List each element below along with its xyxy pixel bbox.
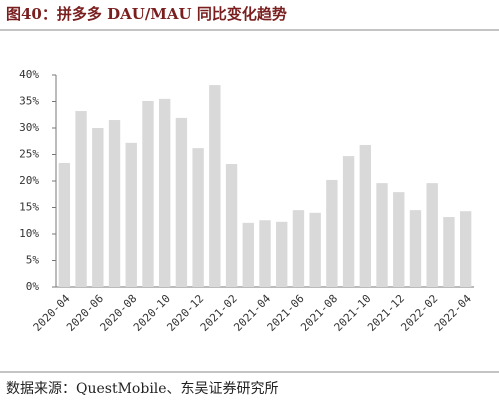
y-tick-label: 25% <box>19 148 39 161</box>
bar <box>426 183 438 287</box>
source-note: 数据来源：QuestMobile、东吴证券研究所 <box>6 381 279 397</box>
y-tick-label: 40% <box>19 68 39 81</box>
y-tick-label: 30% <box>19 121 39 134</box>
bar <box>192 148 204 287</box>
bar <box>242 222 254 287</box>
bar <box>92 128 104 287</box>
y-tick-label: 0% <box>26 280 40 293</box>
bar <box>359 144 372 287</box>
bar <box>75 111 87 287</box>
bar <box>108 120 121 287</box>
bar <box>342 156 355 287</box>
bar <box>175 117 188 288</box>
y-tick-label: 5% <box>26 254 40 267</box>
bar <box>409 210 422 287</box>
bar <box>58 162 71 287</box>
y-tick-label: 35% <box>19 95 39 108</box>
bar <box>459 211 472 287</box>
y-tick-label: 15% <box>19 201 39 214</box>
y-tick-label: 20% <box>19 174 39 187</box>
bar <box>142 100 154 287</box>
bar <box>158 98 171 287</box>
bar <box>443 217 455 287</box>
y-tick-label: 10% <box>19 227 39 240</box>
x-tick-label: 2022-04 <box>432 292 474 334</box>
bar <box>376 183 388 287</box>
bar <box>225 164 238 287</box>
bar <box>393 192 405 287</box>
bar <box>125 142 137 287</box>
bar <box>292 210 305 287</box>
bar <box>259 220 271 287</box>
chart-title: 图40：拼多多 DAU/MAU 同比变化趋势 <box>6 5 287 23</box>
bar <box>209 85 221 287</box>
bar <box>326 179 338 287</box>
bar <box>276 221 288 287</box>
bar <box>309 212 321 287</box>
